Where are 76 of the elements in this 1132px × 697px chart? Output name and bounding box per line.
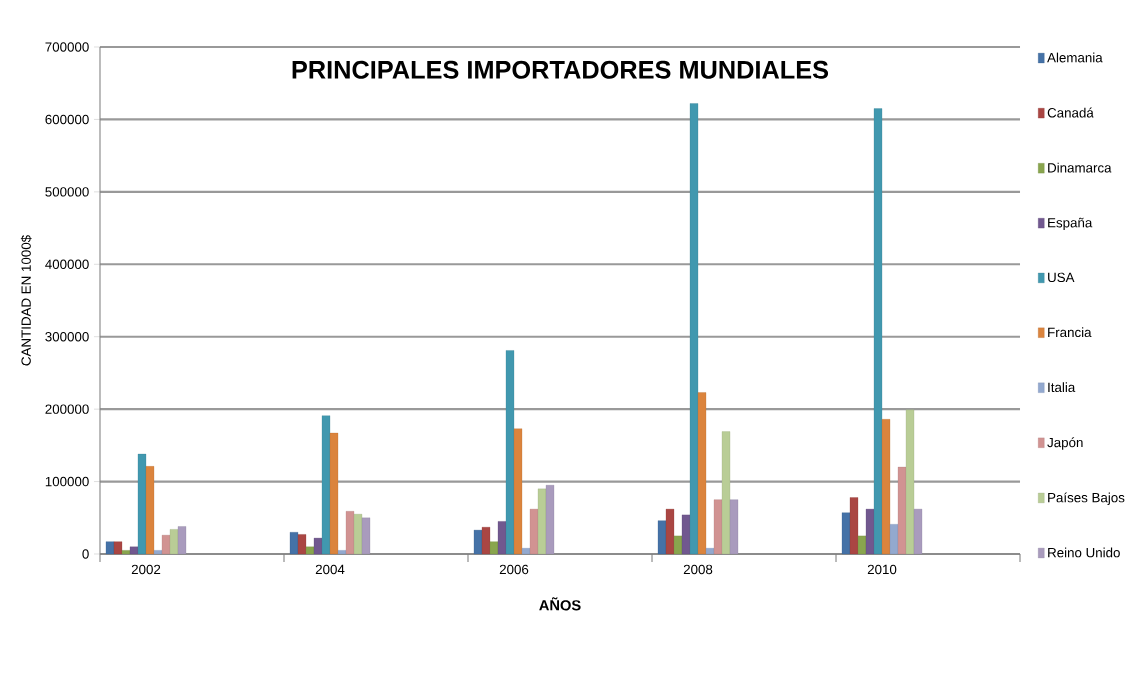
x-tick-label: 2008 [683, 564, 713, 575]
bar [513, 428, 523, 555]
bar [105, 541, 115, 555]
bar [129, 546, 139, 555]
bar [305, 546, 315, 555]
bar [897, 466, 907, 555]
bar [697, 392, 707, 555]
bar [529, 508, 539, 555]
x-tick-label: 2006 [499, 564, 529, 575]
bar [497, 521, 507, 555]
y-tick-label: 400000 [45, 259, 89, 269]
bar [113, 541, 123, 555]
bar [169, 529, 179, 555]
bar [537, 488, 547, 555]
bar [713, 499, 723, 555]
legend-label: España [1048, 217, 1093, 231]
bar [729, 499, 739, 555]
bar [505, 350, 515, 555]
legend-label: Francia [1048, 327, 1092, 338]
legend-label: Dinamarca [1048, 162, 1112, 173]
y-axis-title: CANTIDAD EN 1000$ [20, 235, 32, 366]
x-tick-label: 2004 [315, 564, 345, 575]
bar [473, 529, 483, 555]
bar [161, 535, 171, 555]
bar [705, 548, 715, 555]
bar [881, 419, 891, 555]
bar [353, 514, 363, 555]
bar [689, 103, 699, 555]
legend-label: Países Bajos [1048, 492, 1125, 505]
legend-label: Italia [1048, 382, 1076, 393]
x-tick-label: 2010 [867, 564, 897, 575]
bar [481, 527, 491, 555]
bar [489, 541, 499, 555]
legend-label: USA [1048, 272, 1075, 283]
y-tick-label: 700000 [45, 42, 89, 52]
bar [905, 409, 915, 555]
x-tick-label: 2002 [131, 564, 161, 575]
legend-label: Japón [1047, 437, 1083, 450]
bar [873, 108, 883, 555]
bar [657, 520, 667, 555]
bar [121, 550, 131, 555]
y-tick-label: 100000 [45, 476, 89, 487]
bar [721, 431, 731, 555]
bar [337, 550, 347, 555]
bar [345, 511, 355, 555]
bar [849, 497, 859, 555]
bar [321, 415, 331, 555]
bar [313, 537, 323, 555]
bar [153, 550, 163, 555]
bar [857, 535, 867, 555]
chart-title: PRINCIPALES IMPORTADORES MUNDIALES [292, 60, 829, 79]
bar [889, 524, 899, 555]
y-tick-label: 300000 [45, 332, 89, 342]
legend-label: Canadá [1047, 107, 1094, 118]
bar [289, 532, 299, 555]
x-axis-title: AÑOS [539, 597, 581, 611]
bar [329, 432, 339, 555]
bar [865, 508, 875, 555]
y-tick-label: 600000 [45, 114, 89, 125]
bar [137, 453, 147, 555]
legend-label: Alemania [1047, 52, 1103, 63]
bar [361, 517, 371, 555]
legend-label: Reino Unido [1048, 547, 1120, 558]
bar [841, 512, 851, 555]
y-tick-label: 200000 [45, 404, 89, 414]
bar [177, 526, 187, 555]
y-tick-label: 500000 [45, 187, 89, 197]
bar [665, 508, 675, 555]
bar [297, 534, 307, 555]
y-tick-label: 0 [82, 549, 89, 559]
bar [673, 535, 683, 555]
bar [681, 514, 691, 555]
bar [913, 508, 923, 555]
bar [521, 548, 531, 555]
bar [545, 485, 555, 555]
bar [145, 466, 155, 555]
